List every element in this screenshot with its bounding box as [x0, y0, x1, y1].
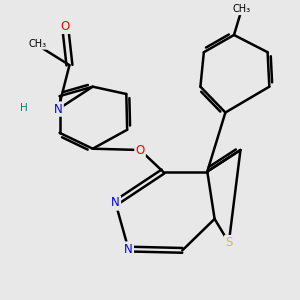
Text: N: N — [111, 196, 120, 209]
Text: N: N — [54, 103, 63, 116]
Text: CH₃: CH₃ — [233, 4, 251, 14]
Text: O: O — [136, 143, 145, 157]
Text: S: S — [225, 236, 232, 249]
Text: N: N — [124, 243, 133, 256]
Text: O: O — [61, 20, 70, 33]
Text: H: H — [20, 103, 28, 113]
Text: CH₃: CH₃ — [29, 39, 47, 49]
